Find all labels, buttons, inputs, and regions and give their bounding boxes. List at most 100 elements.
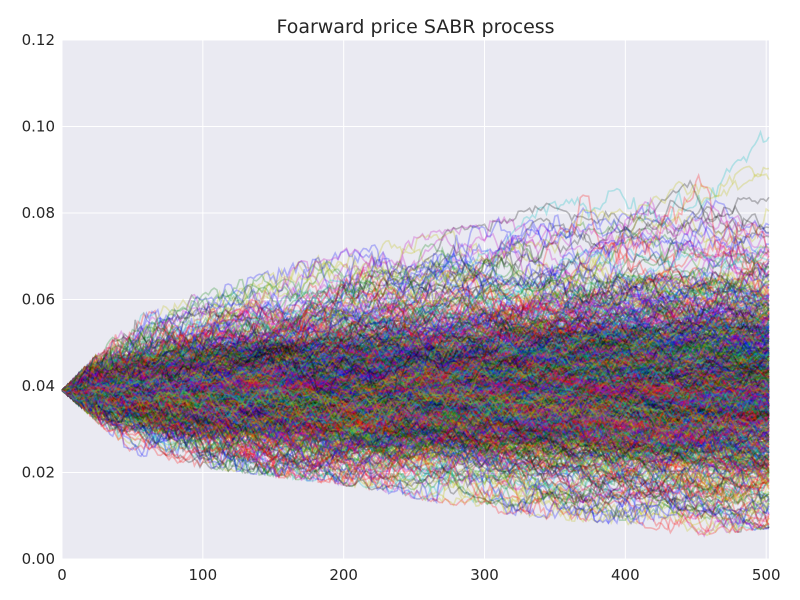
grid-lines xyxy=(61,39,769,560)
sabr-path-line xyxy=(61,334,770,398)
sabr-path-line xyxy=(61,351,770,469)
sabr-path-line xyxy=(61,342,770,417)
sabr-path-line xyxy=(62,389,770,508)
sabr-path-line xyxy=(61,386,770,470)
sabr-path-line xyxy=(61,283,770,409)
sabr-path-line xyxy=(61,378,770,407)
sabr-path-line xyxy=(61,293,770,396)
sabr-path-line xyxy=(61,322,770,409)
sabr-path-line xyxy=(61,389,770,447)
sabr-path-line xyxy=(61,371,770,489)
sabr-path-line xyxy=(61,341,770,434)
sabr-path-line xyxy=(61,368,770,434)
sabr-path-line xyxy=(61,369,770,460)
sabr-path-line xyxy=(61,355,770,401)
sabr-path-line xyxy=(61,368,770,420)
sabr-path-line xyxy=(61,354,770,420)
sabr-path-line xyxy=(61,386,770,464)
sabr-path-line xyxy=(61,382,770,479)
x-tick-label: 500 xyxy=(752,566,781,584)
sabr-path-line xyxy=(61,296,770,462)
sabr-path-line xyxy=(61,372,770,400)
sabr-path-line xyxy=(61,363,770,407)
sabr-path-line xyxy=(61,375,770,425)
sabr-path-line xyxy=(61,351,770,531)
sabr-path-line xyxy=(61,360,770,447)
sabr-path-line xyxy=(61,364,770,431)
sabr-path-line xyxy=(61,378,770,456)
sabr-path-line xyxy=(61,305,770,426)
sabr-path-line xyxy=(61,362,770,437)
sabr-path-line xyxy=(61,336,770,392)
sabr-path-line xyxy=(61,328,770,395)
sabr-path-line xyxy=(61,378,770,425)
sabr-path-line xyxy=(61,386,770,448)
sabr-path-line xyxy=(61,340,770,407)
sabr-path-line xyxy=(61,352,770,454)
sabr-path-line xyxy=(61,343,770,407)
sabr-path-line xyxy=(61,306,770,443)
sabr-path-line xyxy=(61,355,770,448)
sabr-path-line xyxy=(61,348,770,402)
sabr-path-line xyxy=(61,295,770,395)
sabr-path-line xyxy=(61,296,770,394)
sabr-path-line xyxy=(61,387,770,459)
sabr-path-line xyxy=(61,353,770,396)
sabr-path-line xyxy=(61,298,770,425)
sabr-path-line xyxy=(61,343,770,439)
sabr-path-line xyxy=(61,376,770,431)
y-tick-label: 0.10 xyxy=(22,118,55,136)
sabr-path-line xyxy=(61,280,770,416)
sabr-path-line xyxy=(61,366,770,405)
sabr-path-line xyxy=(61,327,769,408)
sabr-path-line xyxy=(61,342,770,399)
sabr-path-line xyxy=(61,389,770,479)
sabr-path-line xyxy=(61,366,770,452)
sabr-path-line xyxy=(61,389,770,501)
sabr-path-line xyxy=(61,369,770,443)
sabr-path-line xyxy=(61,367,770,419)
sabr-path-line xyxy=(61,275,770,397)
sabr-path-line xyxy=(61,376,770,518)
sabr-path-line xyxy=(61,374,770,440)
sabr-path-line xyxy=(61,249,770,393)
sabr-path-line xyxy=(61,355,770,490)
sabr-path-line xyxy=(61,370,770,466)
x-tick-label: 0 xyxy=(57,566,67,584)
sabr-path-line xyxy=(61,333,770,392)
sabr-path-line xyxy=(61,336,770,430)
sabr-path-line xyxy=(61,345,770,394)
sabr-path-line xyxy=(61,374,770,433)
sabr-path-line xyxy=(61,337,770,403)
sabr-path-line xyxy=(61,377,770,479)
sabr-path-line xyxy=(61,331,770,398)
sabr-path-line xyxy=(61,383,770,481)
sabr-path-line xyxy=(61,384,770,487)
sabr-path-line xyxy=(61,381,770,405)
sabr-path-line xyxy=(61,388,770,439)
sabr-path-line xyxy=(61,310,770,395)
sabr-path-line xyxy=(61,238,770,454)
sabr-path-line xyxy=(61,355,770,421)
sabr-path-line xyxy=(61,380,770,418)
sabr-path-line xyxy=(61,352,770,400)
sabr-path-line xyxy=(61,371,770,439)
sabr-path-line xyxy=(61,376,770,425)
sabr-path-line xyxy=(61,352,770,421)
sabr-path-line xyxy=(61,375,770,466)
sabr-path-line xyxy=(61,374,769,439)
sabr-path-line xyxy=(61,386,770,434)
sabr-path-line xyxy=(61,306,770,462)
sabr-path-line xyxy=(61,373,770,451)
sabr-path-line xyxy=(61,359,770,441)
sabr-path-line xyxy=(61,352,770,433)
y-tick-label: 0.00 xyxy=(22,550,55,568)
sabr-path-line xyxy=(61,370,770,490)
sabr-path-line xyxy=(61,367,770,455)
sabr-path-line xyxy=(61,297,770,400)
x-tick-label: 100 xyxy=(189,566,218,584)
sabr-path-line xyxy=(61,315,770,420)
y-tick-label: 0.08 xyxy=(22,204,55,222)
sabr-path-line xyxy=(61,372,770,452)
sabr-path-line xyxy=(61,262,770,392)
